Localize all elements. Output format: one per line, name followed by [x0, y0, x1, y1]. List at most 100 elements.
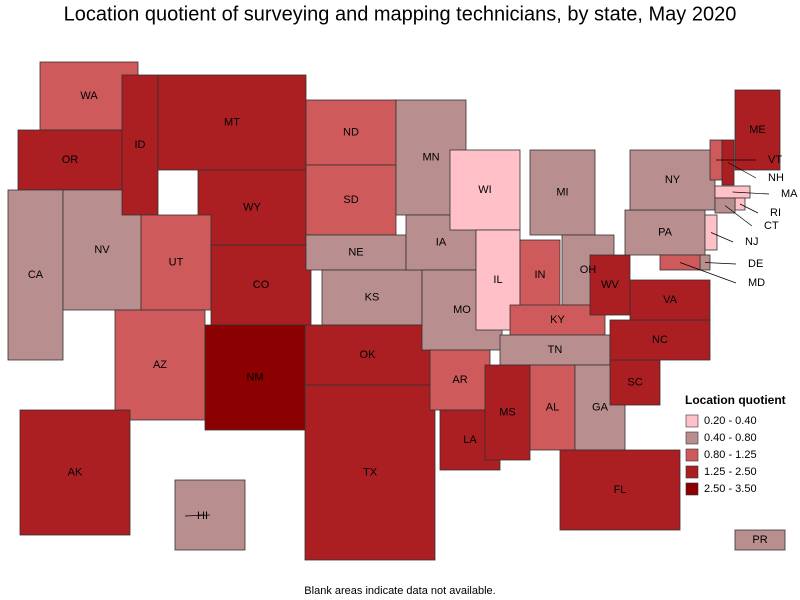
state-label: AK — [68, 466, 83, 478]
state-label: SD — [343, 194, 358, 206]
state-region — [629, 279, 711, 321]
state-region — [19, 409, 131, 536]
state-region — [305, 164, 397, 236]
state-label: OR — [62, 154, 79, 166]
state-label: VA — [663, 294, 678, 306]
state-label: MN — [422, 151, 439, 163]
state-label: AZ — [153, 359, 167, 371]
state-region — [609, 319, 711, 361]
state-label: CA — [28, 269, 44, 281]
state-label: MA — [781, 188, 798, 200]
state-label: NM — [246, 371, 263, 383]
state-label: NE — [348, 246, 363, 258]
state-label: PR — [752, 534, 767, 546]
state-label: IN — [535, 269, 546, 281]
state-region — [519, 239, 561, 311]
state-region — [305, 99, 397, 166]
footnote: Blank areas indicate data not available. — [304, 585, 495, 597]
leader-line — [710, 232, 734, 243]
state-label: ND — [343, 126, 359, 138]
leader-line — [732, 191, 770, 195]
state-label: CO — [253, 279, 270, 291]
state-label: OH — [580, 264, 597, 276]
state-label: WV — [601, 279, 619, 291]
state-label: VT — [768, 154, 782, 166]
state-label: KS — [365, 291, 380, 303]
state-region — [210, 244, 312, 326]
state-label: FL — [614, 484, 627, 496]
state-label: DE — [748, 258, 763, 270]
state-label: CT — [764, 220, 779, 232]
state-label: MS — [499, 406, 516, 418]
state-label: IA — [436, 236, 447, 248]
state-region — [429, 349, 491, 411]
state-label: GA — [592, 401, 609, 413]
legend-swatch — [685, 431, 699, 445]
state-label: RI — [770, 207, 781, 219]
state-region — [499, 334, 611, 366]
state-labels: WA OR CA NV ID MT WY UT AZ CO NM ND SD NE KS OK TX MN IA MO… — [28, 90, 798, 546]
state-label: WI — [478, 184, 491, 196]
legend-label: 0.40 - 0.80 — [704, 432, 757, 444]
state-region — [121, 74, 159, 216]
state-label: ME — [749, 124, 766, 136]
states — [7, 61, 786, 561]
state-region — [734, 529, 786, 551]
legend-swatch — [685, 465, 699, 479]
legend-title: Location quotient — [685, 393, 786, 407]
leader-line — [724, 205, 753, 227]
state-label: OK — [360, 349, 377, 361]
leader-line — [727, 162, 757, 179]
state-label: AL — [546, 401, 559, 413]
state-region — [559, 449, 681, 531]
state-label: NY — [665, 174, 681, 186]
state-region — [449, 149, 521, 231]
state-region — [304, 384, 436, 561]
state-label: NC — [652, 334, 668, 346]
state-region — [304, 324, 431, 386]
state-label: MT — [224, 116, 240, 128]
state-region — [114, 309, 206, 421]
state-label: ID — [135, 139, 146, 151]
state-region — [609, 359, 661, 406]
state-region — [589, 254, 631, 316]
state-label: TN — [548, 344, 563, 356]
legend: 0.20 - 0.40 0.40 - 0.80 0.80 - 1.25 1.25 - … — [685, 414, 757, 496]
state-region — [734, 89, 781, 171]
state-region — [509, 304, 606, 336]
state-label: MO — [453, 304, 471, 316]
state-label: MI — [556, 186, 568, 198]
state-label: WY — [243, 201, 261, 213]
state-region — [529, 364, 576, 451]
state-region — [305, 234, 407, 271]
legend-label: 1.25 - 2.50 — [704, 466, 757, 478]
state-label: SC — [627, 376, 642, 388]
state-region — [321, 269, 423, 326]
leader-line — [679, 262, 737, 284]
state-region — [624, 209, 706, 256]
legend-label: 0.80 - 1.25 — [704, 449, 757, 461]
state-region — [157, 74, 307, 171]
map-title: Location quotient of surveying and mappi… — [64, 3, 737, 25]
state-label: KY — [550, 314, 565, 326]
leader-line — [184, 514, 211, 517]
legend-label: 0.20 - 0.40 — [704, 415, 757, 427]
state-label: IL — [493, 274, 502, 286]
state-region — [529, 149, 596, 236]
state-region — [7, 189, 64, 361]
legend-swatch — [685, 448, 699, 462]
state-region — [17, 129, 123, 191]
state-region — [140, 214, 212, 311]
leader-line — [704, 262, 737, 265]
state-label: WA — [80, 90, 98, 102]
state-label: LA — [463, 434, 477, 446]
state-label: TX — [363, 466, 378, 478]
state-region — [629, 149, 716, 211]
state-label: NV — [94, 244, 110, 256]
state-label: AR — [452, 374, 467, 386]
leader-line — [739, 203, 759, 214]
state-label: PA — [658, 226, 673, 238]
state-label: NH — [768, 172, 784, 184]
state-label: NJ — [745, 236, 758, 248]
